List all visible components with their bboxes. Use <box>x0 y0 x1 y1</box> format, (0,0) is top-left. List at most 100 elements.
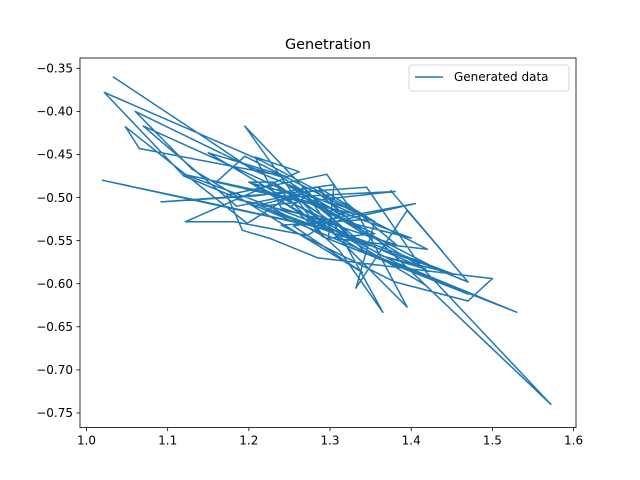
data-point <box>377 239 380 242</box>
data-point <box>290 205 292 207</box>
data-point <box>326 173 328 176</box>
data-point <box>329 220 331 222</box>
data-point <box>306 195 309 197</box>
data-point <box>355 223 357 226</box>
y-tick-label: −0.70 <box>36 363 73 377</box>
data-point <box>298 188 300 190</box>
data-point <box>235 198 238 201</box>
data-point <box>345 201 348 204</box>
data-point <box>300 193 303 195</box>
data-point <box>394 281 396 283</box>
data-point <box>425 284 427 287</box>
data-point <box>406 306 408 308</box>
plot-frame <box>79 57 577 429</box>
data-point <box>371 238 373 240</box>
data-point <box>314 189 317 192</box>
data-point <box>314 225 317 227</box>
data-point <box>249 166 252 169</box>
data-point <box>235 205 238 207</box>
data-point <box>244 155 246 157</box>
data-point <box>420 265 422 268</box>
data-point <box>337 238 339 240</box>
data-point <box>369 218 372 220</box>
data-point <box>550 403 552 406</box>
data-point <box>361 271 364 274</box>
data-point <box>343 215 346 218</box>
data-point <box>241 229 244 232</box>
data-point <box>215 181 218 183</box>
data-point <box>226 194 228 196</box>
data-point <box>339 214 341 216</box>
data-point <box>311 203 313 206</box>
data-point <box>207 152 210 154</box>
data-point <box>349 238 352 240</box>
data-point <box>394 190 396 193</box>
data-point <box>365 252 368 255</box>
data-point <box>298 170 300 173</box>
data-point <box>406 209 408 212</box>
data-point <box>365 245 368 248</box>
data-point <box>343 227 346 230</box>
data-point <box>252 169 254 171</box>
data-point <box>295 194 297 196</box>
series-line-generated-data <box>101 76 552 406</box>
legend-box <box>408 64 570 92</box>
data-point <box>280 176 283 178</box>
data-point <box>244 125 246 127</box>
data-point <box>274 196 276 199</box>
data-point <box>308 201 311 203</box>
data-point <box>491 277 494 280</box>
data-point <box>203 136 205 139</box>
data-point <box>268 237 270 239</box>
data-point <box>233 220 235 223</box>
data-point <box>248 181 250 183</box>
data-point <box>333 222 335 225</box>
legend: Generated data <box>408 64 570 92</box>
data-point <box>434 267 437 269</box>
data-point <box>287 176 289 178</box>
data-point <box>101 179 104 182</box>
x-tick-label: 1.5 <box>483 434 502 448</box>
data-point <box>339 231 341 233</box>
data-point <box>260 205 262 207</box>
data-point <box>355 209 357 212</box>
data-point <box>353 213 356 215</box>
y-tick-label: −0.75 <box>36 406 73 420</box>
data-point <box>254 156 257 158</box>
data-point <box>317 186 319 188</box>
data-point <box>280 207 283 209</box>
data-point <box>467 300 469 302</box>
data-point <box>317 257 319 259</box>
x-tick-label: 1.2 <box>239 434 258 448</box>
data-point <box>339 250 341 252</box>
data-point <box>329 226 331 229</box>
data-point <box>124 126 127 128</box>
data-point <box>103 91 106 94</box>
data-point <box>365 186 368 188</box>
data-point <box>183 173 185 176</box>
y-tick-label: −0.45 <box>36 148 73 162</box>
data-point <box>303 186 305 188</box>
y-tick-label: −0.40 <box>36 105 73 119</box>
data-point <box>355 287 357 289</box>
data-point <box>254 205 257 207</box>
data-point <box>256 195 258 197</box>
data-point <box>280 224 283 226</box>
data-point <box>390 189 392 192</box>
data-point <box>268 205 270 207</box>
data-point <box>451 272 453 275</box>
data-point <box>414 202 417 205</box>
y-tick-label: −0.60 <box>36 277 73 291</box>
x-tick-label: 1.1 <box>158 434 177 448</box>
data-point <box>410 237 412 239</box>
chart-title: Genetration <box>285 37 371 53</box>
y-tick-label: −0.55 <box>36 234 73 248</box>
data-point <box>441 250 443 252</box>
data-point <box>203 201 205 203</box>
data-point <box>395 262 398 264</box>
data-point <box>288 185 291 188</box>
data-point <box>142 125 145 127</box>
data-point <box>308 199 311 201</box>
data-point <box>322 235 325 238</box>
data-point <box>425 268 427 270</box>
